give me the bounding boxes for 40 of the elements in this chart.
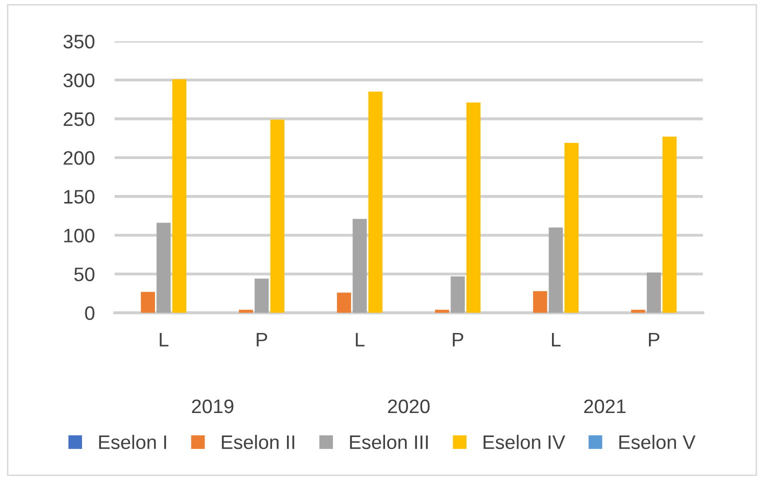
bar [662,136,677,313]
bar [533,291,548,313]
x-tick-label: P [256,332,268,346]
bar [254,278,269,313]
y-tick-label: 150 [64,190,94,204]
bar [646,272,661,313]
legend-label: Eselon I [99,434,166,450]
bar [450,276,465,313]
bar [564,142,579,313]
bar [466,102,481,313]
y-tick-label: 250 [64,112,94,126]
bar [368,92,382,313]
y-tick-label: 50 [74,267,94,282]
bar [270,120,284,313]
text: 2021 [584,399,626,414]
y-tick-label: 0 [85,306,94,320]
x-tick-label: P [452,332,464,346]
bar [352,218,367,313]
bar [336,292,352,313]
bar [238,310,254,313]
bar [140,292,155,313]
bar [435,310,450,313]
x-tick-label: L [160,332,168,346]
x-tick-label: P [648,332,660,346]
text: 2019 [192,399,234,414]
bar [548,227,563,313]
legend-label: Eselon II [222,434,294,450]
x-tick-label: L [552,332,561,346]
bar [631,310,646,313]
bar [156,222,171,313]
y-tick-label: 300 [63,73,94,88]
legend-label: Eselon V [619,434,696,450]
legend-label: Eselon III [350,434,428,450]
y-tick-label: 200 [64,151,94,165]
x-tick-label: L [356,332,364,346]
y-tick-label: 350 [63,34,94,48]
legend-label: Eselon IV [484,434,566,450]
text: 2020 [388,399,430,414]
bar [172,79,186,313]
y-tick-label: 100 [64,228,94,242]
